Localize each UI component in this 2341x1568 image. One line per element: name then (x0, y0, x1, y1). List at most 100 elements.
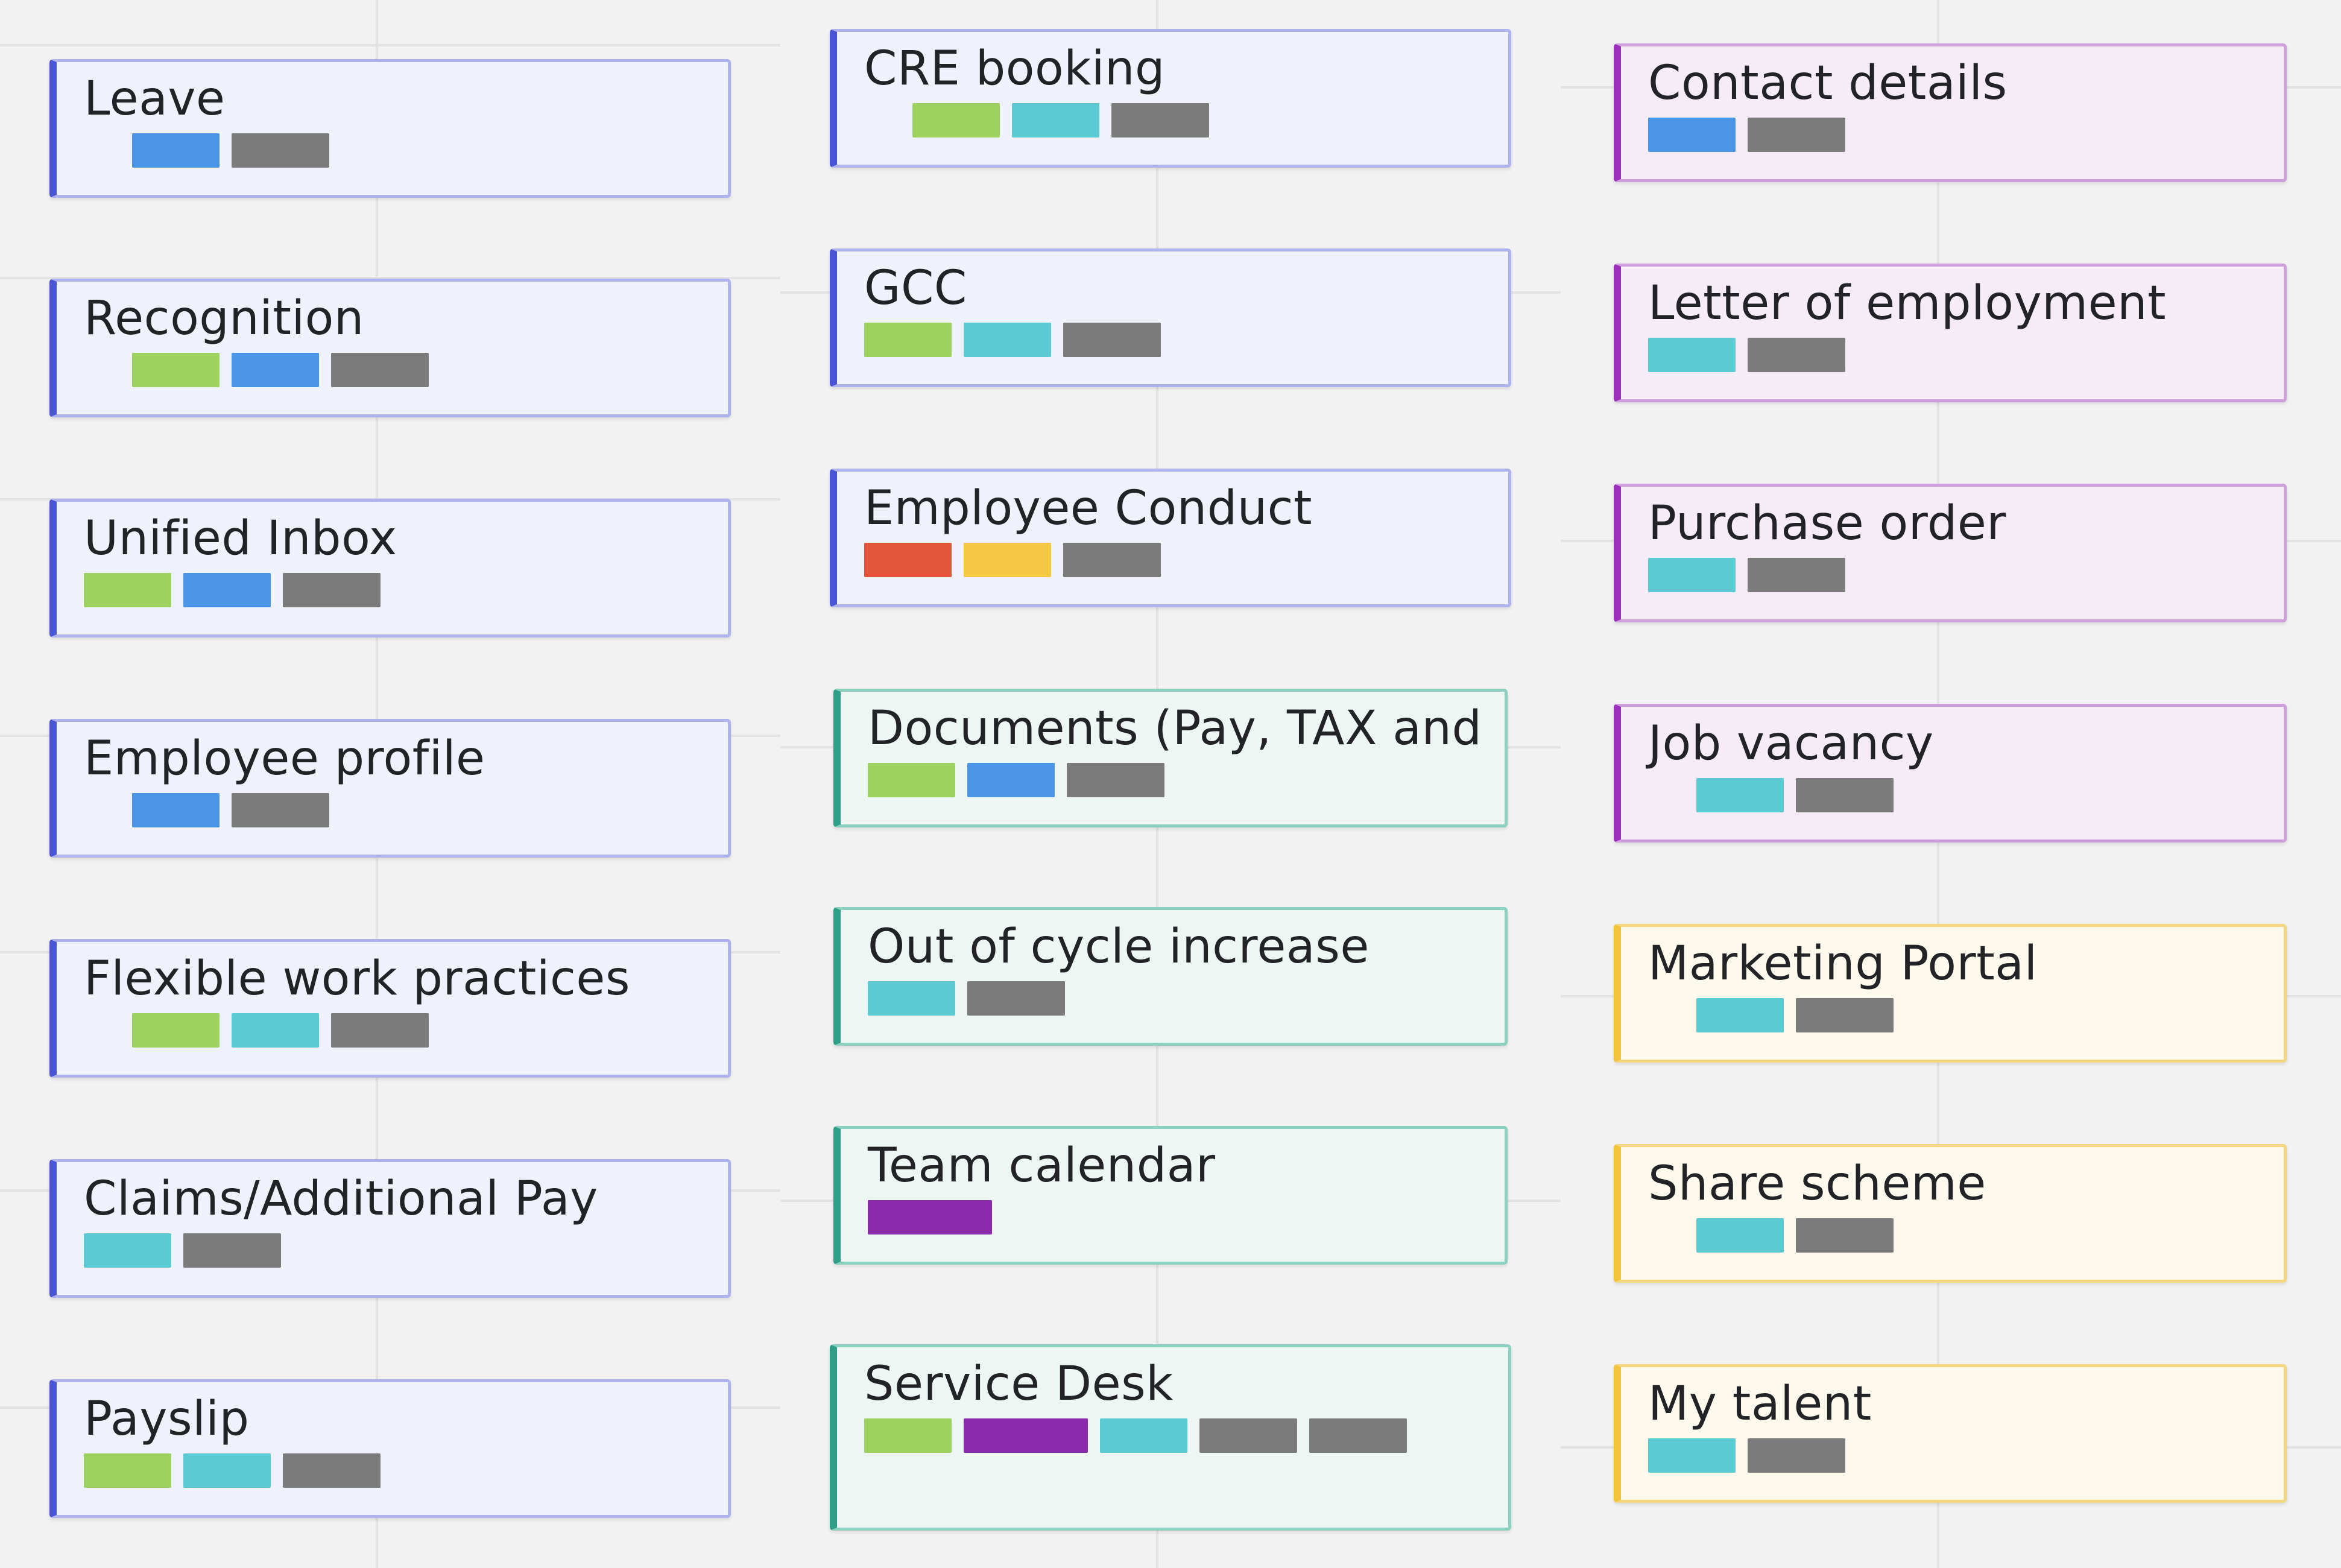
card-flexible-work-practices[interactable]: Flexible work practices (49, 939, 731, 1078)
gray-label-tag (183, 1233, 281, 1268)
card-employee-profile[interactable]: Employee profile (49, 719, 731, 858)
card-tags (84, 1453, 381, 1488)
card-gcc[interactable]: GCC (830, 248, 1511, 387)
card-cre-booking[interactable]: CRE booking (830, 29, 1511, 168)
card-tags (1648, 118, 1845, 152)
card-tags (84, 1233, 281, 1268)
card-purchase-order[interactable]: Purchase order (1614, 484, 2287, 622)
gray-label-tag (283, 573, 381, 607)
card-share-scheme[interactable]: Share scheme (1614, 1144, 2287, 1283)
card-unified-inbox[interactable]: Unified Inbox (49, 499, 731, 637)
green-label-tag (864, 1418, 952, 1453)
card-title: Employee Conduct (864, 481, 1313, 536)
card-title: Out of cycle increase (868, 920, 1370, 974)
blue-label-tag (232, 353, 319, 387)
card-title: Marketing Portal (1648, 937, 2038, 991)
gray-label-tag (1796, 778, 1894, 812)
card-service-desk[interactable]: Service Desk (830, 1344, 1511, 1531)
gray-label-tag (1111, 103, 1209, 138)
card-title: Claims/Additional Pay (84, 1172, 598, 1226)
card-tags (864, 543, 1161, 577)
purple-label-tag (868, 1200, 992, 1234)
gray-label-tag (1748, 558, 1845, 592)
card-marketing-portal[interactable]: Marketing Portal (1614, 924, 2287, 1063)
card-recognition[interactable]: Recognition (49, 279, 731, 417)
card-tags (912, 103, 1209, 138)
green-label-tag (864, 323, 952, 357)
card-out-of-cycle-increase[interactable]: Out of cycle increase (833, 907, 1508, 1046)
gray-label-tag (1199, 1418, 1297, 1453)
green-label-tag (132, 1013, 220, 1048)
card-tags (864, 323, 1161, 357)
gray-label-tag (232, 793, 329, 827)
card-payslip[interactable]: Payslip (49, 1379, 731, 1518)
card-my-talent[interactable]: My talent (1614, 1364, 2287, 1503)
teal-label-tag (1100, 1418, 1187, 1453)
gray-label-tag (1309, 1418, 1407, 1453)
card-job-vacancy[interactable]: Job vacancy (1614, 704, 2287, 842)
card-tags (132, 133, 329, 168)
card-tags (1696, 778, 1894, 812)
teal-label-tag (183, 1453, 271, 1488)
gray-label-tag (1063, 543, 1161, 577)
yellow-label-tag (964, 543, 1051, 577)
card-title: GCC (864, 261, 967, 315)
card-tags (1696, 1218, 1894, 1253)
teal-label-tag (1696, 998, 1784, 1032)
gray-label-tag (1796, 998, 1894, 1032)
card-title: Share scheme (1648, 1157, 1986, 1211)
card-tags (132, 1013, 429, 1048)
card-employee-conduct[interactable]: Employee Conduct (830, 469, 1511, 607)
green-label-tag (912, 103, 1000, 138)
gray-label-tag (331, 353, 429, 387)
card-letter-of-employment[interactable]: Letter of employment (1614, 264, 2287, 402)
card-tags (868, 1200, 992, 1234)
teal-label-tag (1696, 1218, 1784, 1253)
card-tags (864, 1418, 1407, 1453)
gray-label-tag (331, 1013, 429, 1048)
green-label-tag (132, 353, 220, 387)
card-title: CRE booking (864, 42, 1165, 96)
card-tags (1648, 338, 1845, 372)
card-title: Unified Inbox (84, 511, 397, 566)
card-claims-additional-pay[interactable]: Claims/Additional Pay (49, 1159, 731, 1298)
card-tags (1648, 1438, 1845, 1473)
card-contact-details[interactable]: Contact details (1614, 43, 2287, 182)
card-title: Leave (84, 72, 226, 126)
card-title: Payslip (84, 1392, 250, 1446)
card-title: Purchase order (1648, 496, 2006, 551)
card-tags (132, 353, 429, 387)
purple-label-tag (964, 1418, 1088, 1453)
green-label-tag (84, 573, 171, 607)
card-tags (868, 981, 1065, 1016)
gray-label-tag (1748, 118, 1845, 152)
blue-label-tag (183, 573, 271, 607)
card-tags (132, 793, 329, 827)
card-title: Service Desk (864, 1357, 1174, 1411)
card-title: Job vacancy (1648, 716, 1934, 771)
blue-label-tag (1648, 118, 1736, 152)
teal-label-tag (1696, 778, 1784, 812)
card-title: Team calendar (868, 1139, 1216, 1193)
card-title: My talent (1648, 1377, 1872, 1431)
card-documents[interactable]: Documents (Pay, TAX and (833, 689, 1508, 827)
teal-label-tag (1648, 1438, 1736, 1473)
teal-label-tag (1012, 103, 1099, 138)
card-tags (868, 763, 1164, 797)
card-tags (1648, 558, 1845, 592)
card-title: Employee profile (84, 732, 485, 786)
teal-label-tag (1648, 558, 1736, 592)
gray-label-tag (1796, 1218, 1894, 1253)
teal-label-tag (1648, 338, 1736, 372)
blue-label-tag (132, 133, 220, 168)
card-team-calendar[interactable]: Team calendar (833, 1126, 1508, 1265)
card-title: Documents (Pay, TAX and (868, 701, 1482, 756)
blue-label-tag (967, 763, 1055, 797)
teal-label-tag (868, 981, 955, 1016)
teal-label-tag (964, 323, 1051, 357)
gray-label-tag (232, 133, 329, 168)
card-leave[interactable]: Leave (49, 59, 731, 198)
card-title: Letter of employment (1648, 276, 2167, 330)
card-title: Recognition (84, 291, 364, 346)
